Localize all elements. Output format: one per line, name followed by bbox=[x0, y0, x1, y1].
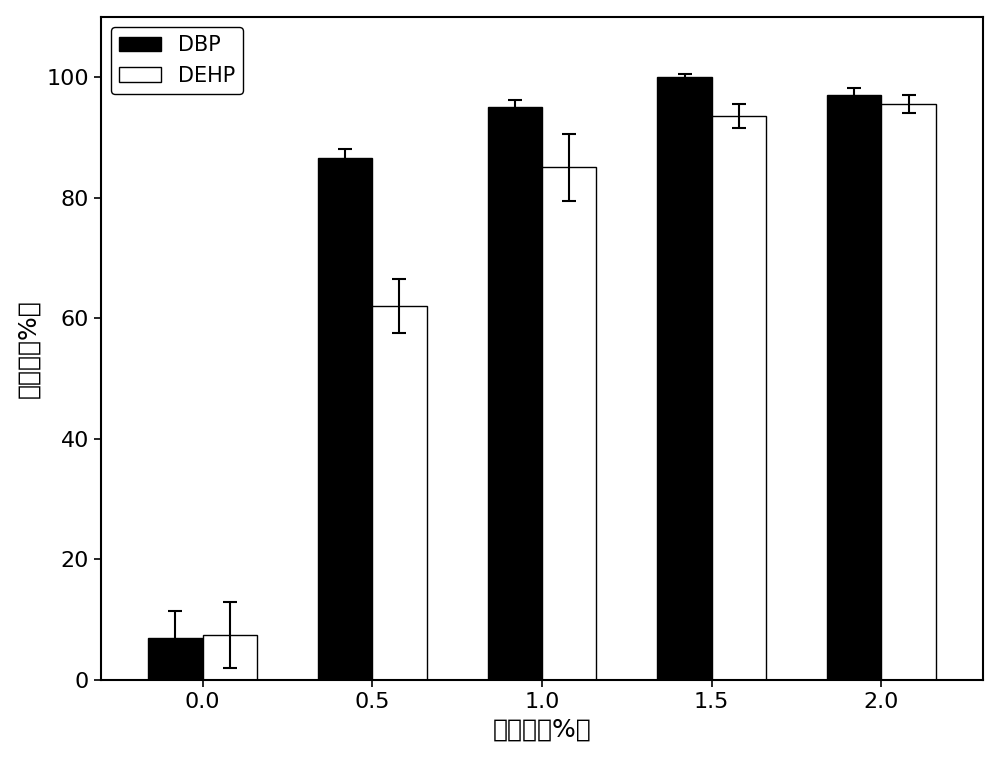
Bar bbox=[488, 107, 542, 680]
Bar bbox=[372, 306, 427, 680]
Bar bbox=[881, 104, 936, 680]
Bar bbox=[542, 168, 596, 680]
Bar bbox=[203, 634, 257, 680]
X-axis label: 接种量（%）: 接种量（%） bbox=[493, 717, 591, 741]
Bar bbox=[827, 95, 881, 680]
Legend: DBP, DEHP: DBP, DEHP bbox=[111, 27, 243, 94]
Y-axis label: 降解率（%）: 降解率（%） bbox=[17, 299, 41, 398]
Bar bbox=[657, 77, 712, 680]
Bar bbox=[712, 116, 766, 680]
Bar bbox=[318, 158, 372, 680]
Bar bbox=[148, 637, 203, 680]
